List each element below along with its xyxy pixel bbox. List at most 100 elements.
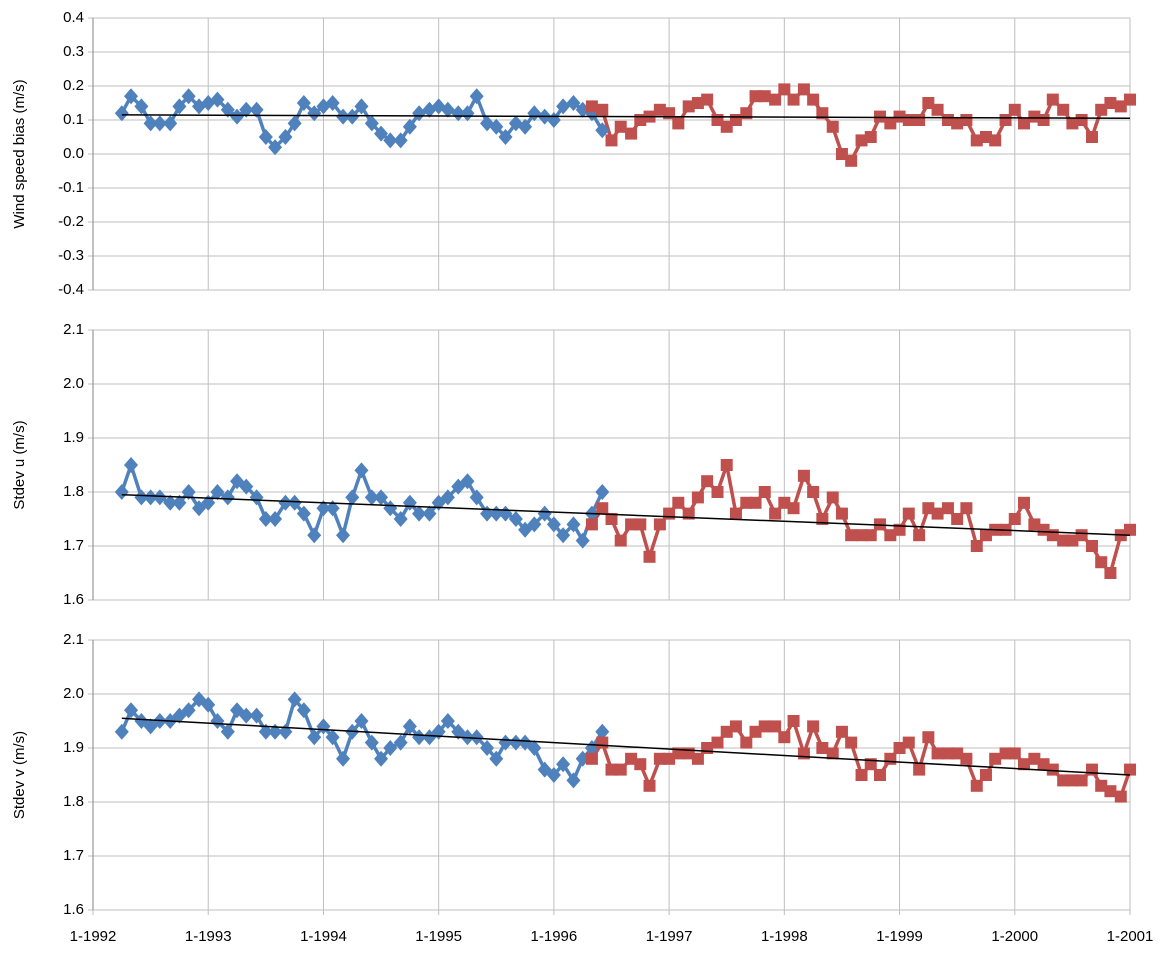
marker [258,723,273,740]
marker [518,118,533,135]
marker [682,507,695,520]
marker [374,125,389,142]
marker [816,742,829,754]
marker [605,763,618,776]
marker [605,134,618,147]
marker [979,529,992,542]
marker [124,702,139,719]
marker [460,105,475,122]
marker [585,752,598,765]
marker [941,747,954,760]
y-tick-label: -0.2 [58,213,84,230]
marker [835,725,848,738]
marker [643,550,656,563]
marker [625,752,638,765]
marker [778,731,791,744]
y-tick-label: 1.9 [63,429,84,446]
marker [1104,785,1117,798]
marker [1075,529,1088,542]
marker [691,752,704,765]
marker [1124,93,1136,106]
marker [596,502,609,515]
trend-line [121,114,1131,120]
marker [278,723,293,740]
y-tick-label: 2.1 [63,321,84,338]
marker [287,115,302,132]
marker [345,108,360,125]
marker [691,491,704,504]
marker [1114,100,1127,113]
marker [729,114,742,126]
marker [653,752,666,765]
marker [440,489,455,506]
marker [585,518,598,531]
marker [383,500,398,517]
marker [210,713,225,729]
marker [114,105,129,122]
marker [460,473,475,490]
marker [807,486,820,498]
marker [249,707,264,724]
marker [807,93,820,106]
marker [1114,790,1127,803]
y-tick-label: -0.3 [58,247,84,264]
marker [124,88,139,105]
trend-line [121,717,1131,776]
marker [220,723,235,740]
marker [1095,779,1108,792]
marker [239,707,254,724]
marker [749,725,762,738]
marker [941,502,954,515]
marker [374,489,389,506]
x-tick-label: 1-1992 [70,928,117,945]
marker [1017,496,1030,509]
marker [566,516,581,533]
marker [364,115,379,132]
marker [778,496,791,509]
marker [143,489,158,506]
marker [1008,513,1021,525]
y-tick-label: 1.9 [63,739,84,756]
marker [960,114,973,126]
marker [152,489,167,506]
marker [758,90,771,103]
y-tick-label: 0.1 [63,111,84,128]
marker [537,505,552,522]
marker [1017,117,1030,130]
marker [585,100,598,113]
marker [931,103,944,116]
marker [672,117,685,130]
marker [913,529,926,542]
y-tick-label: 0.2 [63,77,84,94]
x-tick-label: 1-1993 [185,928,232,945]
marker [893,110,906,123]
marker [931,747,944,760]
y-tick-label: 0.4 [63,9,84,26]
marker [422,505,437,522]
marker [663,752,676,765]
marker [884,752,897,765]
marker [124,457,139,473]
marker [884,529,897,542]
marker [172,98,187,115]
marker [691,97,704,109]
marker [1124,523,1136,536]
y-tick-label: 1.6 [63,901,84,918]
x-tick-label: 1-1997 [646,928,693,945]
y-tick-label: 0.0 [63,145,84,162]
x-tick-label: 1-1998 [761,928,808,945]
marker [1085,131,1098,143]
marker [393,132,408,149]
marker [239,101,254,118]
marker [114,723,129,740]
marker [873,518,886,531]
marker [383,740,398,756]
marker [1037,758,1050,771]
marker [316,500,331,517]
y-tick-label: 1.8 [63,793,84,810]
marker [826,120,839,133]
marker [1095,103,1108,116]
marker [970,779,983,792]
marker [749,496,762,509]
marker [566,772,581,789]
